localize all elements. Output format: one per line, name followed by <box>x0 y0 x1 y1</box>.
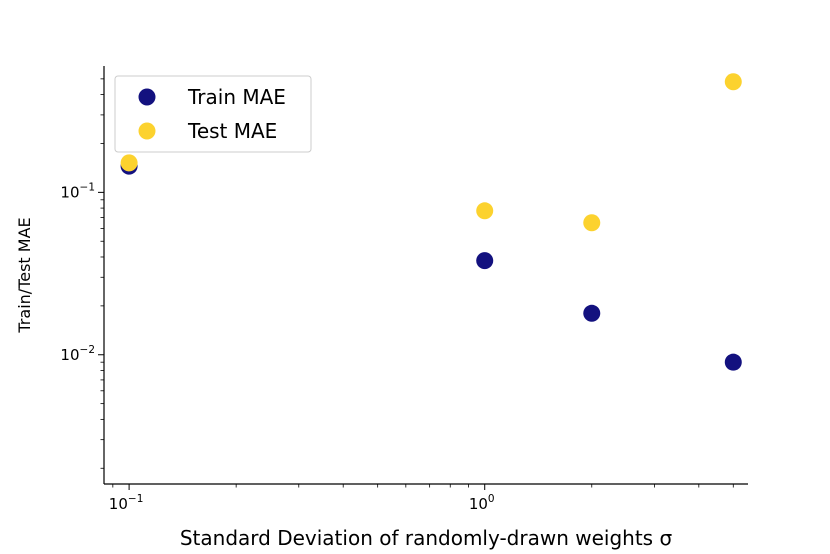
point-test-mae <box>724 73 742 91</box>
major-ticks: 10−1 100 10−1 10−2 <box>60 181 494 513</box>
point-test-mae <box>583 214 601 232</box>
legend-label-train: Train MAE <box>187 85 286 109</box>
legend-label-test: Test MAE <box>187 119 277 143</box>
legend: Train MAE Test MAE <box>114 75 312 153</box>
legend-frame <box>114 75 312 153</box>
data-points <box>120 73 742 371</box>
x-tick-label: 10−1 <box>109 493 144 513</box>
y-tick-label: 10−2 <box>60 344 95 364</box>
point-test-mae <box>120 154 138 172</box>
point-train-mae <box>583 304 601 322</box>
y-tick-label: 10−1 <box>60 181 95 201</box>
x-axis-label: Standard Deviation of randomly-drawn wei… <box>180 526 673 550</box>
legend-marker-test <box>138 122 156 140</box>
point-train-mae <box>724 353 742 371</box>
point-train-mae <box>476 252 494 270</box>
legend-marker-train <box>138 88 156 106</box>
point-test-mae <box>476 202 494 220</box>
x-tick-label: 100 <box>469 493 495 513</box>
y-axis-label: Train/Test MAE <box>15 217 34 333</box>
